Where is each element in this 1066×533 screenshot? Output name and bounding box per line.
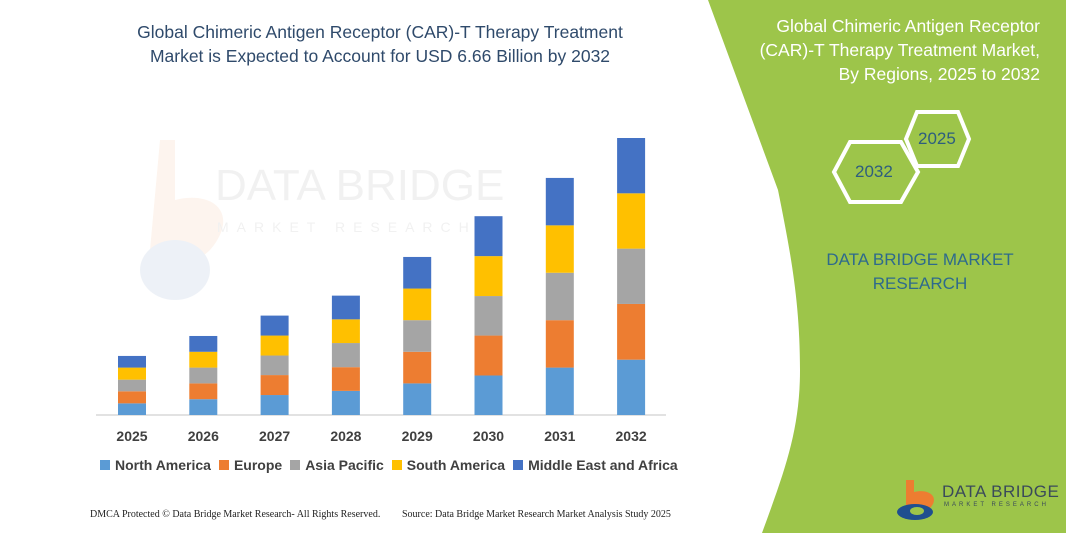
x-tick-2025: 2025 <box>116 428 147 444</box>
legend-swatch <box>290 460 301 470</box>
hex-2032-label: 2032 <box>855 162 893 181</box>
x-tick-2029: 2029 <box>402 428 433 444</box>
footer-source: Source: Data Bridge Market Research Mark… <box>402 509 671 520</box>
x-tick-2030: 2030 <box>473 428 504 444</box>
green-side-panel <box>708 0 1066 533</box>
hex-2025 <box>903 110 972 168</box>
x-tick-2032: 2032 <box>616 428 647 444</box>
legend: North America Europe Asia Pacific South Ame… <box>100 457 678 473</box>
logo-subtext: MARKET RESEARCH <box>944 502 1049 508</box>
logo-text: DATA BRIDGE <box>942 482 1060 501</box>
legend-swatch <box>100 460 110 470</box>
bar-segment-south-america-2030 <box>474 256 503 297</box>
bar-segment-middle-east-and-africa-2029 <box>403 256 432 289</box>
bar-segment-asia-pacific-2025 <box>118 379 146 392</box>
legend-label: North America <box>115 457 211 473</box>
bar-segment-asia-pacific-2027 <box>260 355 289 376</box>
legend-swatch <box>513 460 524 470</box>
bar-segment-south-america-2026 <box>189 351 218 368</box>
legend-swatch <box>218 460 229 470</box>
legend-item-europe: Europe <box>218 457 283 473</box>
bar-segment-north-america-2031 <box>545 367 574 415</box>
bar-segment-europe-2032 <box>617 303 646 360</box>
bar-segment-north-america-2028 <box>331 390 360 415</box>
bar-segment-asia-pacific-2030 <box>474 296 503 336</box>
bar-segment-north-america-2029 <box>403 383 432 415</box>
legend-label: Asia Pacific <box>305 457 384 473</box>
bar-segment-north-america-2030 <box>474 375 503 415</box>
legend-label: Europe <box>233 457 283 473</box>
legend-swatch <box>391 460 402 470</box>
svg-text:MARKET RESEARCH: MARKET RESEARCH <box>217 219 477 235</box>
data-bridge-logo-icon <box>897 480 935 520</box>
bar-segment-north-america-2026 <box>189 399 218 415</box>
bar-segment-asia-pacific-2029 <box>403 320 432 352</box>
hex-2025-label: 2025 <box>918 129 956 148</box>
bar-segment-north-america-2025 <box>118 403 146 415</box>
bar-segment-middle-east-and-africa-2031 <box>545 177 574 226</box>
bar-segment-south-america-2032 <box>617 193 646 249</box>
bar-segment-europe-2025 <box>118 391 146 404</box>
bar-segment-middle-east-and-africa-2027 <box>260 315 289 336</box>
bar-segment-south-america-2028 <box>331 319 360 344</box>
bar-segment-europe-2026 <box>189 383 218 400</box>
chart-title: Global Chimeric Antigen Receptor (CAR)-T… <box>137 22 623 66</box>
side-panel-title: Global Chimeric Antigen Receptor (CAR)-T… <box>759 16 1040 84</box>
bar-segment-europe-2029 <box>403 351 432 384</box>
legend-label: South America <box>406 457 506 473</box>
legend-item-middle-east-and-africa: Middle East and Africa <box>513 457 678 473</box>
bar-segment-europe-2030 <box>474 335 503 376</box>
footer-copyright: DMCA Protected © Data Bridge Market Rese… <box>90 509 381 520</box>
legend-item-south-america: South America <box>391 457 506 473</box>
watermark-logo: DATA BRIDGE MARKET RESEARCH <box>140 140 504 300</box>
legend-item-asia-pacific: Asia Pacific <box>290 457 384 473</box>
x-tick-2028: 2028 <box>330 428 361 444</box>
bar-segment-south-america-2027 <box>260 335 289 356</box>
x-tick-2027: 2027 <box>259 428 290 444</box>
bars-group <box>118 138 646 415</box>
bar-segment-north-america-2032 <box>617 359 646 415</box>
bar-segment-middle-east-and-africa-2032 <box>617 138 646 194</box>
bar-segment-asia-pacific-2028 <box>331 343 360 368</box>
bar-segment-north-america-2027 <box>260 395 289 415</box>
legend-label: Middle East and Africa <box>528 457 678 473</box>
bar-segment-europe-2031 <box>545 320 574 368</box>
x-tick-labels: 2025 2026 2027 2028 2029 2030 2031 2032 <box>116 428 646 444</box>
svg-text:DATA BRIDGE: DATA BRIDGE <box>215 161 504 210</box>
bar-segment-middle-east-and-africa-2025 <box>118 355 146 368</box>
bar-segment-asia-pacific-2032 <box>617 248 646 304</box>
bar-segment-south-america-2025 <box>118 367 146 380</box>
bar-segment-middle-east-and-africa-2026 <box>189 335 218 352</box>
bar-segment-south-america-2031 <box>545 225 574 273</box>
hex-2032 <box>831 140 921 204</box>
x-tick-2031: 2031 <box>544 428 575 444</box>
legend-item-north-america: North America <box>100 457 211 473</box>
x-tick-2026: 2026 <box>188 428 219 444</box>
bar-segment-asia-pacific-2026 <box>189 367 218 384</box>
bar-segment-asia-pacific-2031 <box>545 272 574 321</box>
bar-segment-middle-east-and-africa-2030 <box>474 216 503 257</box>
brand-text: DATA BRIDGE MARKET RESEARCH <box>826 250 1014 293</box>
bar-segment-europe-2028 <box>331 367 360 391</box>
bar-segment-south-america-2029 <box>403 288 432 321</box>
bar-segment-europe-2027 <box>260 375 289 396</box>
bar-segment-middle-east-and-africa-2028 <box>331 295 360 320</box>
